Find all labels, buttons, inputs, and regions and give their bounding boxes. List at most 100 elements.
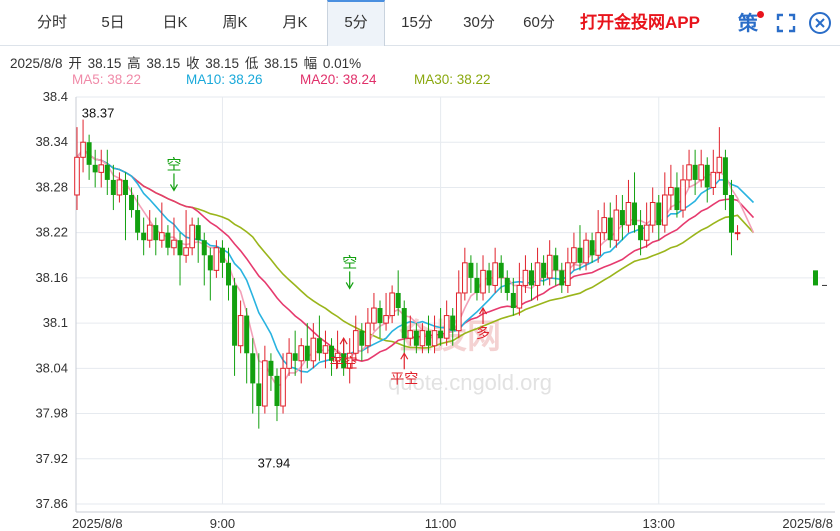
watermark-url: quote.cngold.org bbox=[388, 370, 552, 395]
info-high-label: 高 bbox=[127, 56, 141, 71]
candle-body bbox=[383, 315, 389, 324]
y-tick-label: 38.4 bbox=[43, 89, 68, 104]
y-tick-label: 38.28 bbox=[35, 179, 68, 194]
info-close: 38.15 bbox=[205, 56, 240, 71]
candle-body bbox=[116, 179, 123, 196]
legend-ma20: MA20: 38.24 bbox=[300, 72, 377, 87]
candle-body bbox=[110, 179, 116, 195]
candle-body bbox=[377, 308, 383, 324]
candle-body bbox=[346, 352, 353, 369]
candle-body bbox=[601, 217, 608, 234]
candle-body bbox=[534, 262, 541, 286]
candle-body bbox=[632, 202, 638, 226]
candle-body bbox=[389, 292, 395, 317]
candle-body bbox=[704, 164, 710, 188]
candle-body bbox=[177, 240, 183, 256]
candlestick-chart[interactable]: 38.4 38.34 38.28 38.22 38.16 38.1 38.04 37.98 37… bbox=[0, 88, 840, 531]
candle-body bbox=[413, 330, 419, 346]
candle-body bbox=[438, 330, 444, 339]
tab-daily-k[interactable]: 日K bbox=[162, 14, 188, 31]
candle-body bbox=[371, 307, 377, 324]
candle-body bbox=[498, 262, 504, 278]
candle-body bbox=[183, 247, 189, 256]
candle-body bbox=[492, 262, 498, 286]
candle-body bbox=[213, 247, 220, 271]
tab-weekly-k[interactable]: 周K bbox=[222, 14, 248, 31]
candle-body bbox=[698, 164, 704, 181]
tab-5day[interactable]: 5日 bbox=[101, 14, 125, 31]
candle-body bbox=[607, 217, 613, 241]
candle-body bbox=[480, 269, 486, 294]
last-candle bbox=[813, 270, 818, 286]
candle-body bbox=[104, 164, 110, 180]
candle-body bbox=[553, 255, 559, 271]
open-app-link[interactable]: 打开金投网APP bbox=[580, 13, 700, 32]
tab-15min[interactable]: 15分 bbox=[401, 14, 433, 31]
y-tick-label: 38.1 bbox=[43, 315, 68, 330]
short-signal-arrowhead bbox=[345, 282, 354, 290]
candle-body bbox=[365, 322, 371, 347]
close-icon[interactable] bbox=[808, 11, 832, 35]
candle-body bbox=[256, 383, 262, 407]
candle-body bbox=[219, 247, 225, 263]
tab-30min[interactable]: 30分 bbox=[463, 14, 495, 31]
candle-body bbox=[455, 292, 462, 332]
tab-monthly-k[interactable]: 月K bbox=[282, 14, 308, 31]
candle-body bbox=[686, 164, 692, 181]
candle-body bbox=[135, 210, 141, 233]
candle-body bbox=[486, 270, 492, 286]
candle-body bbox=[207, 255, 213, 271]
strategy-button[interactable]: 策 bbox=[738, 11, 758, 35]
tab-60min[interactable]: 60分 bbox=[523, 14, 555, 31]
candle-body bbox=[359, 330, 365, 346]
candle-body bbox=[510, 292, 516, 309]
candle-body bbox=[280, 367, 286, 407]
fullscreen-icon[interactable] bbox=[776, 13, 796, 33]
candle-body bbox=[98, 164, 105, 173]
candle-body bbox=[559, 270, 565, 286]
period-tabbar: 分时 5日 日K 周K 月K 5分 15分 30分 60分 打开金投网APP 策 bbox=[0, 0, 840, 46]
long-signal-label: 平空 bbox=[330, 356, 358, 372]
candle-body bbox=[86, 142, 92, 165]
candle-body bbox=[619, 210, 625, 226]
candle-body bbox=[656, 202, 662, 226]
x-tick-label: 9:00 bbox=[210, 516, 235, 531]
candle-body bbox=[286, 352, 292, 369]
low-label: 37.94 bbox=[258, 456, 291, 471]
candle-body bbox=[316, 338, 322, 354]
y-tick-label: 37.92 bbox=[35, 451, 68, 466]
candle-body bbox=[577, 247, 583, 263]
candle-body bbox=[680, 179, 686, 211]
candle-body bbox=[352, 330, 359, 354]
y-tick-label: 37.86 bbox=[35, 496, 68, 511]
candle-body bbox=[589, 240, 595, 256]
y-tick-label: 38.04 bbox=[35, 360, 68, 375]
candle-body bbox=[153, 225, 159, 241]
candle-body bbox=[407, 330, 414, 339]
candle-body bbox=[74, 156, 80, 196]
candle-body bbox=[565, 262, 571, 286]
candle-body bbox=[395, 292, 401, 309]
candle-body bbox=[146, 224, 153, 241]
high-label: 38.37 bbox=[82, 106, 115, 121]
long-signal-label: 平空 bbox=[390, 371, 418, 387]
candle-body bbox=[122, 179, 128, 195]
legend-ma5: MA5: 38.22 bbox=[72, 72, 142, 87]
candle-body bbox=[226, 262, 231, 286]
tab-5min[interactable]: 5分 bbox=[327, 0, 385, 46]
candle-body bbox=[189, 224, 195, 249]
candle-body bbox=[195, 225, 201, 241]
candle-body bbox=[474, 277, 480, 293]
candle-body bbox=[443, 315, 450, 339]
candle-body bbox=[710, 171, 717, 188]
info-high: 38.15 bbox=[146, 56, 181, 71]
candle-body bbox=[92, 164, 98, 173]
info-open-label: 开 bbox=[68, 56, 82, 71]
candle-body bbox=[716, 156, 723, 173]
tab-fenshi[interactable]: 分时 bbox=[36, 14, 67, 31]
candle-body bbox=[171, 239, 177, 249]
long-signal-arrowhead bbox=[339, 336, 348, 345]
short-signal-label: 空 bbox=[342, 253, 357, 271]
candle-body bbox=[329, 345, 335, 361]
candle-body bbox=[462, 262, 468, 294]
